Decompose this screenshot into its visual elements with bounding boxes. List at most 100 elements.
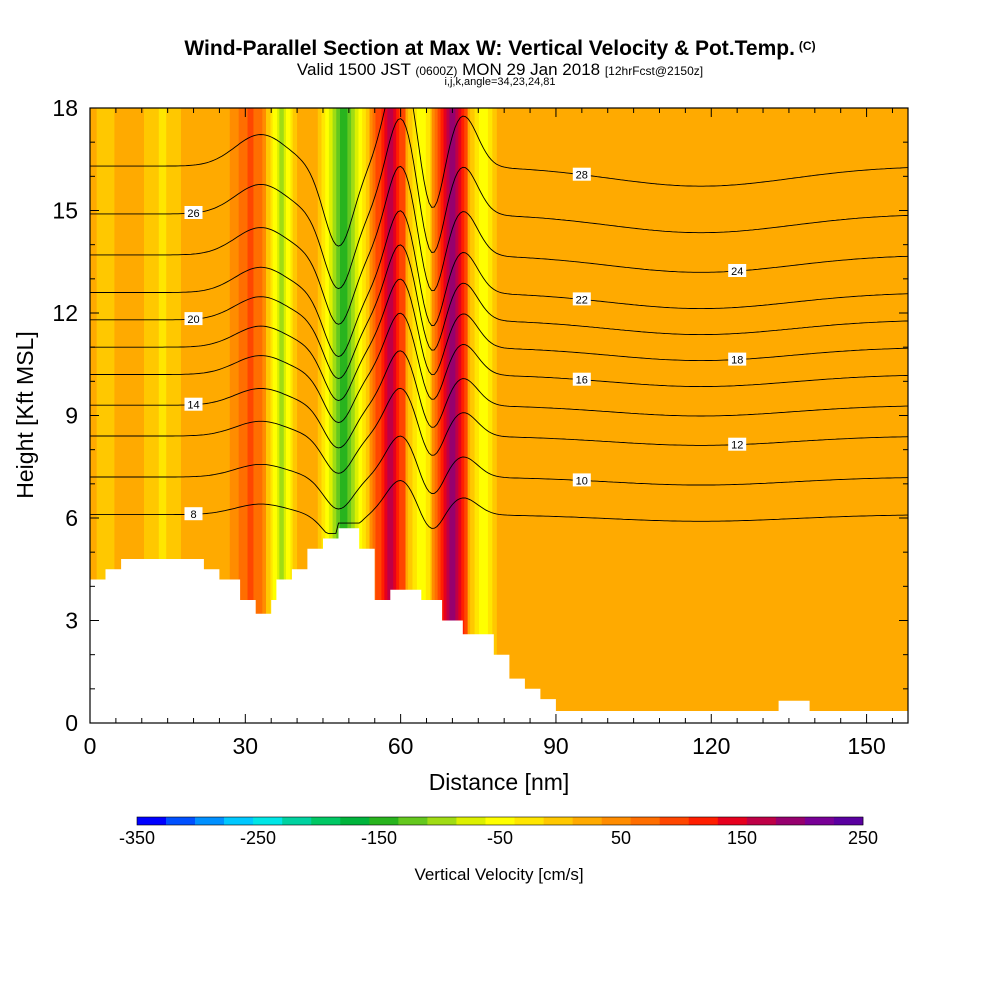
contour-label-text: 10 xyxy=(576,475,588,487)
colorbar-swatch xyxy=(659,817,690,825)
colorbar-tick-label: -50 xyxy=(487,828,513,848)
contour-label-text: 14 xyxy=(187,400,199,412)
colorbar-swatch xyxy=(688,817,719,825)
y-tick-label: 6 xyxy=(65,505,78,531)
contour-label: 8 xyxy=(184,507,203,521)
contour-label: 20 xyxy=(184,312,203,326)
terrain xyxy=(90,528,908,723)
colorbar-swatch xyxy=(253,817,283,825)
colorbar-swatch xyxy=(456,817,486,825)
colorbar-title: Vertical Velocity [cm/s] xyxy=(414,865,583,884)
x-tick-label: 0 xyxy=(84,733,97,759)
theta-contour xyxy=(90,210,908,357)
contour-label-bg xyxy=(728,264,747,277)
contour-label-bg xyxy=(184,206,203,219)
colorbar-swatch xyxy=(514,817,544,825)
colorbar-border xyxy=(136,816,864,826)
velocity-band xyxy=(522,108,528,723)
y-axis-title: Height [Kft MSL] xyxy=(12,331,38,498)
contour-label-text: 24 xyxy=(731,266,743,278)
terrain-mask xyxy=(90,528,908,723)
colorbar-swatch xyxy=(543,817,573,825)
colorbar-swatch xyxy=(137,817,167,825)
colorbar-swatch xyxy=(601,817,631,825)
contour-label-text: 22 xyxy=(576,294,588,306)
chart-title-text: Wind-Parallel Section at Max W: Vertical… xyxy=(184,37,795,60)
y-tick-label: 9 xyxy=(65,403,78,429)
colorbar-swatch xyxy=(398,817,428,825)
contour-label-bg xyxy=(184,507,203,521)
x-tick-label: 120 xyxy=(692,733,730,759)
theta-contours xyxy=(90,108,908,534)
velocity-band xyxy=(631,108,636,723)
contour-label-text: 20 xyxy=(187,314,199,326)
contour-label: 26 xyxy=(184,206,203,220)
chart-indices: i,j,k,angle=34,23,24,81 xyxy=(444,76,556,88)
x-axis-title: Distance [nm] xyxy=(429,769,570,795)
theta-contour xyxy=(90,244,908,379)
colorbar-swatch xyxy=(717,817,748,825)
contour-label: 14 xyxy=(184,397,203,412)
colorbar-swatch xyxy=(282,817,312,825)
velocity-band xyxy=(247,108,254,723)
chart-subtitle: Valid 1500 JST (0600Z) MON 29 Jan 2018 [… xyxy=(0,60,1000,80)
contour-label: 22 xyxy=(572,292,591,306)
colorbar-tick-label: -150 xyxy=(361,828,397,848)
subtitle-valid: Valid 1500 JST xyxy=(296,60,411,79)
colorbar-swatch xyxy=(572,817,602,825)
contour-label: 28 xyxy=(572,167,591,182)
theta-contour xyxy=(90,435,908,510)
chart-title-unit: (C) xyxy=(798,39,816,53)
y-tick-label: 18 xyxy=(52,95,78,121)
velocity-band xyxy=(419,108,424,723)
colorbar-swatch xyxy=(746,817,777,825)
theta-contour xyxy=(90,480,908,534)
contour-label: 16 xyxy=(572,372,591,387)
colorbar-tick-label: -350 xyxy=(119,828,155,848)
contour-label: 10 xyxy=(572,473,591,487)
theta-contour xyxy=(90,278,908,401)
colorbar-swatch xyxy=(166,817,196,825)
contour-label-bg xyxy=(572,473,591,487)
velocity-band xyxy=(339,108,348,723)
colorbar-swatch xyxy=(630,817,661,825)
velocity-band xyxy=(102,108,109,723)
colorbar-swatch xyxy=(224,817,254,825)
velocity-band xyxy=(750,108,755,723)
colorbar-swatch xyxy=(775,817,806,825)
theta-contour xyxy=(90,387,908,474)
velocity-band xyxy=(387,108,394,723)
contour-label-bg xyxy=(572,292,591,306)
colorbar-swatch xyxy=(833,817,864,825)
theta-contour xyxy=(90,118,908,290)
x-tick-label: 30 xyxy=(233,733,259,759)
theta-contour xyxy=(90,312,908,423)
contour-label-bg xyxy=(184,312,203,326)
colorbar-swatch xyxy=(195,817,225,825)
velocity-band xyxy=(449,108,456,723)
colorbar-swatch xyxy=(427,817,457,825)
contour-label-bg xyxy=(572,167,591,181)
contour-label: 18 xyxy=(728,352,747,367)
velocity-band xyxy=(158,108,167,723)
colorbar: -350 -250 -150 -50 50 150 250 xyxy=(119,816,878,848)
velocity-band xyxy=(874,108,880,723)
theta-contour xyxy=(90,165,908,325)
axes: 0 30 60 90 120 150 0 3 6 9 12 15 18 xyxy=(52,95,908,759)
velocity-band xyxy=(279,108,284,723)
x-tick-label: 150 xyxy=(847,733,885,759)
colorbar-swatch xyxy=(311,817,341,825)
subtitle-date: MON 29 Jan 2018 xyxy=(462,60,601,79)
colorbar-swatch xyxy=(485,817,515,825)
colorbar-tick-label: -250 xyxy=(240,828,276,848)
x-tick-label: 60 xyxy=(388,733,414,759)
colorbar-swatch xyxy=(369,817,399,825)
subtitle-forecast: [12hrFcst@2150z] xyxy=(604,64,704,78)
contour-label: 24 xyxy=(728,264,747,278)
colorbar-swatch xyxy=(340,817,370,825)
theta-contour xyxy=(90,108,908,247)
chart-title: Wind-Parallel Section at Max W: Vertical… xyxy=(0,37,1000,61)
contour-label-text: 16 xyxy=(576,375,588,387)
contour-labels: 8 10 12 14 16 18 20 22 24 26 28 xyxy=(184,167,747,521)
